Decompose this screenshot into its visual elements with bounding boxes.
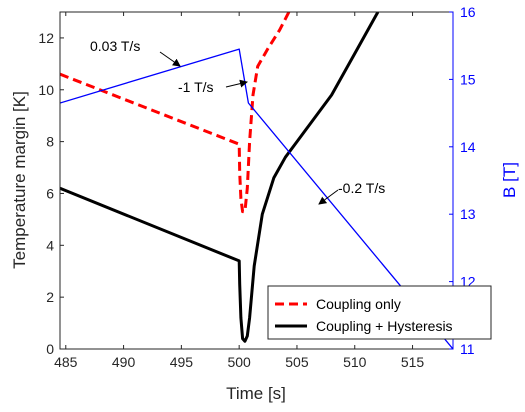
x-ticks: 485 490 495 500 505 510 515: [54, 12, 424, 370]
x-axis-label: Time [s]: [226, 384, 286, 403]
legend-label: Coupling only: [316, 296, 401, 312]
y-tick-label-left: 0: [46, 341, 54, 357]
x-tick-label: 495: [170, 354, 194, 370]
annotation-label: 0.03 T/s: [90, 38, 140, 54]
y-tick-label-right: 16: [460, 4, 476, 20]
x-tick-label: 490: [112, 354, 136, 370]
x-tick-label: 500: [227, 354, 251, 370]
x-tick-label: 510: [343, 354, 367, 370]
y-tick-label-left: 12: [38, 30, 54, 46]
y-tick-label-right: 13: [460, 206, 476, 222]
y-axis-label-left: Temperature margin [K]: [10, 91, 29, 269]
annotation-label: -0.2 T/s: [338, 180, 385, 196]
annotation-arrow: [159, 51, 181, 67]
series-line-coupling-only: [60, 12, 291, 214]
series-line-b: [60, 48, 453, 349]
y-tick-label-left: 4: [46, 237, 54, 253]
y-tick-label-left: 2: [46, 289, 54, 305]
y-tick-label-left: 10: [38, 82, 54, 98]
y-ticks-left: 0 2 4 6 8 10 12: [38, 30, 64, 357]
y-tick-label-left: 6: [46, 185, 54, 201]
y-tick-label-right: 15: [460, 71, 476, 87]
x-tick-label: 515: [401, 354, 425, 370]
legend-label: Coupling + Hysteresis: [316, 318, 453, 334]
legend: Coupling only Coupling + Hysteresis: [267, 285, 492, 340]
series-line-coupling-hysteresis: [60, 12, 380, 343]
annotation-arrow: [225, 79, 248, 88]
x-tick-label: 485: [54, 354, 78, 370]
annotations: 0.03 T/s -1 T/s -0.2 T/s: [90, 38, 385, 205]
y-tick-label-right: 14: [460, 139, 476, 155]
series-layer: [60, 12, 453, 349]
x-tick-label: 505: [285, 354, 309, 370]
legend-box: [267, 285, 492, 340]
y-tick-label-right: 11: [460, 341, 475, 357]
y-tick-label-left: 8: [46, 134, 54, 150]
annotation-arrow: [318, 189, 339, 205]
y-axis-label-right: B [T]: [500, 162, 519, 198]
annotation-label: -1 T/s: [178, 79, 214, 95]
